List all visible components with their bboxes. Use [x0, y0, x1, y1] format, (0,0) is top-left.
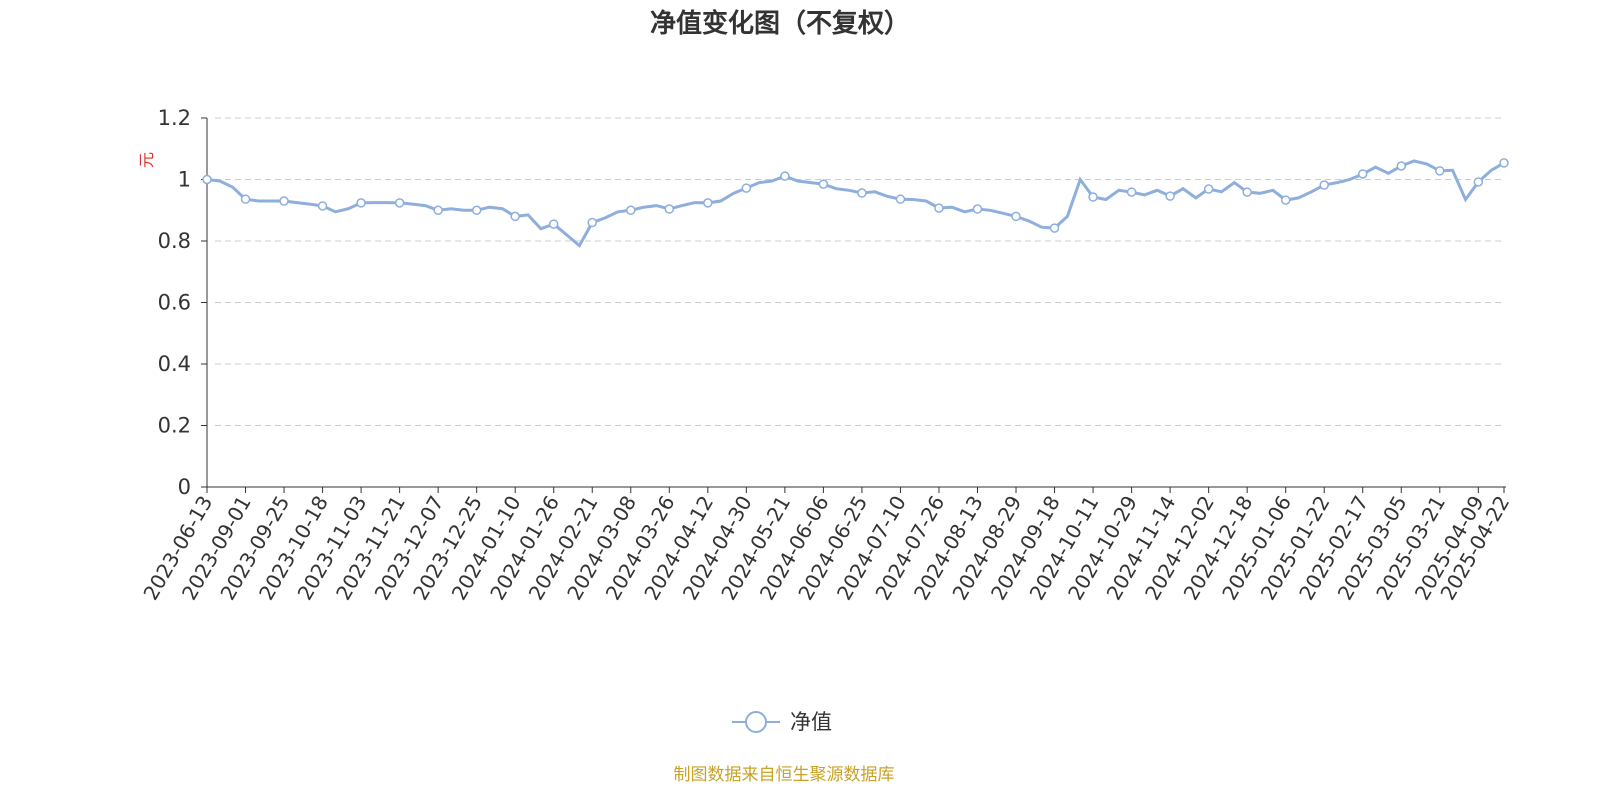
source-note: 制图数据来自恒生聚源数据库: [674, 765, 895, 785]
point: [1499, 158, 1509, 168]
point: [1126, 187, 1137, 197]
chart-title: 净值变化图（不复权）: [650, 8, 910, 39]
point: [741, 183, 752, 193]
point: [510, 211, 520, 222]
point: [857, 188, 867, 198]
y-tick-label: 0.2: [158, 414, 191, 438]
legend-label: 净值: [790, 710, 832, 734]
point: [202, 174, 212, 185]
legend-marker: [745, 711, 767, 733]
point: [1165, 191, 1175, 201]
y-tick-label: 1.2: [158, 106, 191, 130]
y-tick-label: 0.6: [158, 291, 191, 315]
point: [1049, 223, 1060, 233]
point: [972, 204, 983, 214]
y-tick-label: 1: [178, 168, 191, 192]
point: [1203, 184, 1214, 194]
point: [780, 171, 790, 181]
y-tick-label: 0.8: [158, 229, 191, 253]
point: [433, 205, 443, 215]
y-tick-label: 0.4: [158, 352, 191, 376]
point: [394, 198, 405, 208]
point: [471, 205, 482, 215]
point: [587, 217, 597, 228]
point: [703, 198, 713, 208]
point: [664, 204, 675, 214]
point: [1473, 177, 1484, 187]
point: [626, 205, 636, 215]
point: [1319, 180, 1329, 190]
point: [279, 196, 289, 206]
y-tick-label: 0: [178, 475, 191, 499]
point: [317, 201, 328, 211]
point: [1357, 169, 1368, 179]
point: [818, 179, 829, 189]
point: [934, 203, 944, 213]
point: [895, 194, 906, 204]
point: [1280, 195, 1291, 205]
point: [1396, 161, 1407, 171]
point: [1435, 166, 1445, 176]
point: [1088, 192, 1098, 202]
point: [1242, 187, 1252, 197]
point: [356, 198, 366, 208]
point: [240, 194, 251, 204]
point: [548, 219, 559, 229]
point: [1011, 211, 1021, 222]
y-axis-label: 元: [137, 152, 156, 168]
